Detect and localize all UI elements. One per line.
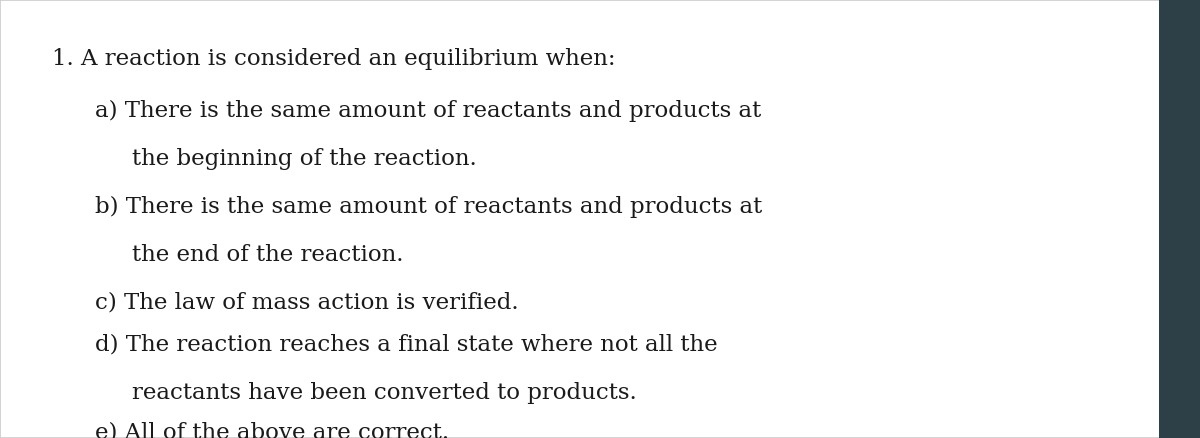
Text: the beginning of the reaction.: the beginning of the reaction. — [132, 148, 476, 170]
Text: the end of the reaction.: the end of the reaction. — [132, 244, 403, 266]
Text: b) There is the same amount of reactants and products at: b) There is the same amount of reactants… — [95, 196, 762, 218]
Text: c) The law of mass action is verified.: c) The law of mass action is verified. — [95, 292, 518, 314]
Text: 1. A reaction is considered an equilibrium when:: 1. A reaction is considered an equilibri… — [52, 48, 616, 70]
Text: reactants have been converted to products.: reactants have been converted to product… — [132, 382, 637, 404]
Bar — [1159, 0, 1200, 438]
Text: d) The reaction reaches a final state where not all the: d) The reaction reaches a final state wh… — [95, 334, 718, 356]
Text: e) All of the above are correct.: e) All of the above are correct. — [95, 422, 449, 438]
Text: a) There is the same amount of reactants and products at: a) There is the same amount of reactants… — [95, 100, 761, 122]
